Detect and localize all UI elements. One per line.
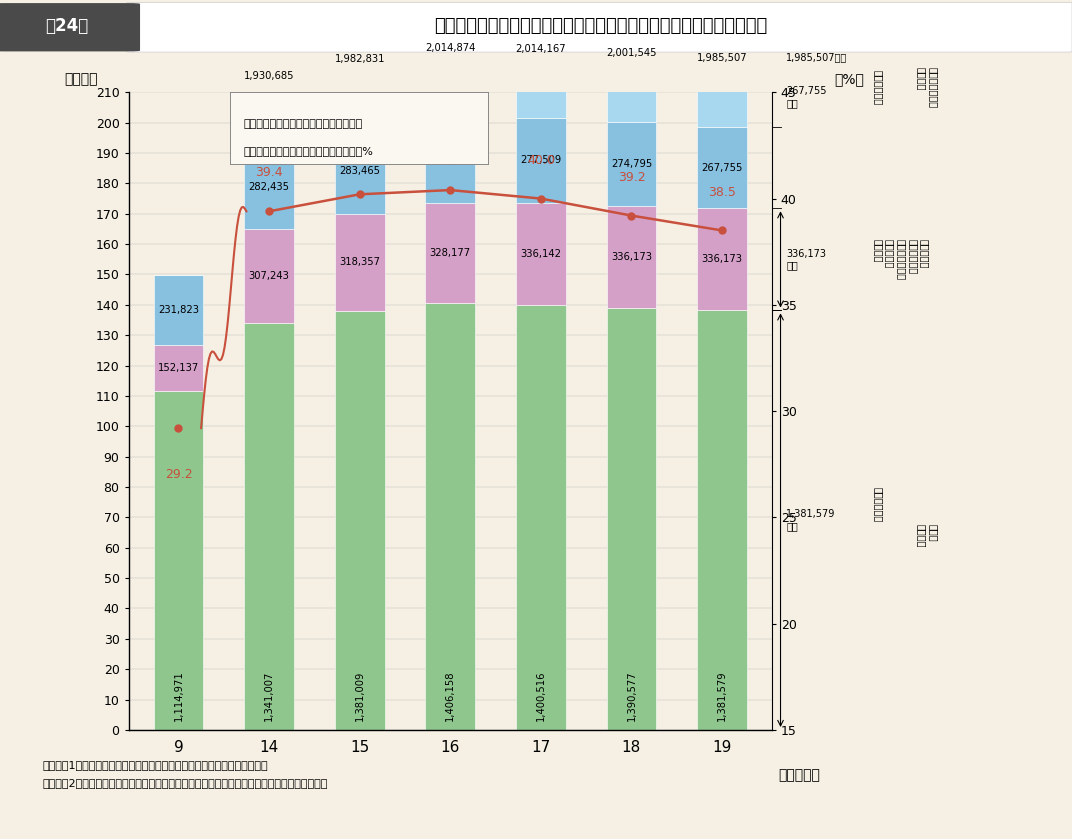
Bar [426,203,475,303]
Text: 普通会計が負担すべき借入金残高の国内: 普通会計が負担すべき借入金残高の国内 [243,119,362,129]
Text: 総生産（名目）に占める割合（右目盛）%: 総生産（名目）に占める割合（右目盛）% [243,146,373,156]
Text: 1,985,507: 1,985,507 [697,53,747,63]
Text: 1,114,971: 1,114,971 [174,670,183,721]
Text: （地方
負担分）: （地方 負担分） [917,524,938,547]
FancyBboxPatch shape [126,3,1072,52]
Text: 267,755
億円: 267,755 億円 [786,86,827,107]
Text: 1,381,009: 1,381,009 [355,670,364,721]
Text: （%）: （%） [834,72,864,86]
Text: 1,381,579
億円: 1,381,579 億円 [786,509,836,531]
Text: 280,539: 280,539 [430,156,471,166]
Text: 40.2: 40.2 [346,149,373,163]
Bar [516,57,566,118]
Text: 152,137: 152,137 [158,363,199,373]
Bar [244,229,294,323]
Text: 2,014,874: 2,014,874 [426,44,475,54]
Bar [607,206,656,308]
Text: 1,982,831: 1,982,831 [334,54,385,64]
FancyBboxPatch shape [0,4,139,50]
Text: 1,930,685: 1,930,685 [243,71,295,81]
Text: 307,243: 307,243 [249,271,289,281]
Text: 普通会計が負担すべき借入金残高及び国内総生産に占める割合の推移: 普通会計が負担すべき借入金残高及び国内総生産に占める割合の推移 [434,17,766,35]
Text: （兆円）: （兆円） [64,72,98,86]
Text: 39.4: 39.4 [255,166,283,180]
Bar [697,67,747,127]
Bar [153,275,204,345]
Text: 2,001,545: 2,001,545 [606,48,657,58]
Bar [426,303,475,730]
Bar [516,202,566,305]
Text: 336,142: 336,142 [520,248,562,258]
Text: 282,435: 282,435 [249,181,289,191]
Bar [426,57,475,118]
Bar [516,305,566,730]
Bar [244,143,294,229]
Bar [426,118,475,203]
Text: 1,400,516: 1,400,516 [536,670,546,721]
Bar [607,61,656,122]
Text: 40.0: 40.0 [527,154,555,167]
Bar [697,208,747,310]
Text: 336,173: 336,173 [701,254,743,264]
Text: 1,985,507億円: 1,985,507億円 [786,52,848,62]
Bar [334,68,385,128]
Bar [607,308,656,730]
Text: 39.2: 39.2 [617,170,645,184]
Bar [697,127,747,208]
Text: 267,755: 267,755 [701,163,743,173]
Text: （年度末）: （年度末） [778,769,820,782]
Bar [244,85,294,143]
Text: 328,177: 328,177 [430,248,471,258]
Text: 318,357: 318,357 [339,258,381,268]
Text: 277,509: 277,509 [520,155,562,165]
Text: 地方債現在高: 地方債現在高 [873,487,883,523]
Text: 274,795: 274,795 [611,159,652,169]
Bar [153,345,204,391]
Text: 2　企業債現在高（うち普通会計負担分）は、決算統計をベースとした推計値である。: 2 企業債現在高（うち普通会計負担分）は、決算統計をベースとした推計値である。 [43,778,328,788]
Text: 40.4: 40.4 [436,145,464,159]
Text: 1,406,158: 1,406,158 [445,670,456,721]
Bar [334,128,385,214]
Text: 336,173
億円: 336,173 億円 [786,248,827,270]
Text: 38.5: 38.5 [709,185,736,199]
Text: 交付税及び
譲与税配付金
特別会計借入金
残高（地方
負担分）: 交付税及び 譲与税配付金 特別会計借入金 残高（地方 負担分） [873,239,929,280]
Text: 283,465: 283,465 [339,166,381,176]
Text: 第24図: 第24図 [45,17,88,35]
Text: 336,173: 336,173 [611,252,652,262]
Text: 231,823: 231,823 [158,305,199,315]
Text: （注）　1　地方債現在高は、特定資金公共投資事業債を除いた額である。: （注） 1 地方債現在高は、特定資金公共投資事業債を除いた額である。 [43,759,268,769]
Bar [697,310,747,730]
Text: 1,381,579: 1,381,579 [717,670,727,721]
Text: 29.2: 29.2 [165,468,192,482]
Text: 企業債現在高: 企業債現在高 [873,70,883,106]
Text: 1,341,007: 1,341,007 [264,670,274,721]
Bar [516,118,566,202]
Bar [334,214,385,310]
Bar [244,323,294,730]
Text: 1,390,577: 1,390,577 [626,670,637,721]
Bar [607,122,656,206]
Bar [334,310,385,730]
Text: 2,014,167: 2,014,167 [516,44,566,54]
Bar [153,391,204,730]
Text: （うち普通会計
負担分）: （うち普通会計 負担分） [917,67,938,108]
